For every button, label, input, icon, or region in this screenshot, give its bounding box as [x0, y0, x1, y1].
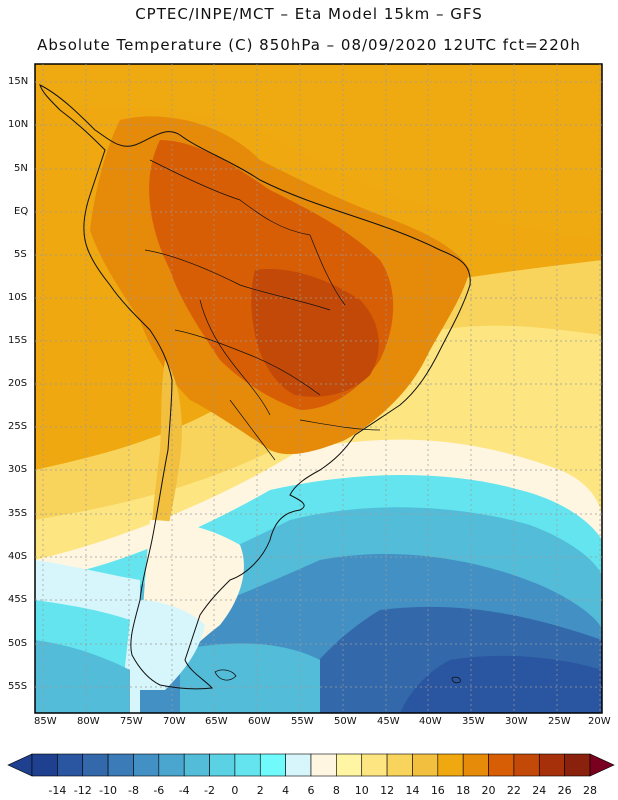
lat-label: 15S — [8, 335, 28, 346]
colorbar-swatch — [183, 753, 210, 777]
lon-label: 85W — [34, 716, 57, 727]
colorbar-swatch — [234, 753, 261, 777]
lon-label: 45W — [377, 716, 400, 727]
colorbar-arrow-high — [589, 753, 615, 777]
colorbar-label: 28 — [583, 784, 597, 797]
colorbar-swatch — [412, 753, 439, 777]
lat-label: EQ — [14, 206, 29, 217]
lat-label: 5S — [14, 249, 27, 260]
colorbar-label: 2 — [257, 784, 264, 797]
temperature-field — [35, 64, 602, 713]
colorbar-label: 10 — [355, 784, 369, 797]
colorbar-label: -6 — [153, 784, 164, 797]
lat-label: 15N — [8, 76, 29, 87]
lat-label: 55S — [8, 681, 28, 692]
colorbar-label: 26 — [558, 784, 572, 797]
colorbar-swatch — [57, 753, 84, 777]
colorbar-label: 16 — [431, 784, 445, 797]
colorbar-label: -8 — [128, 784, 139, 797]
colorbar-swatch — [82, 753, 109, 777]
colorbar-arrow-low — [7, 753, 33, 777]
colorbar-label: 22 — [507, 784, 521, 797]
colorbar-swatch — [285, 753, 312, 777]
lat-label: 10N — [8, 119, 29, 130]
falklands-islands — [214, 669, 237, 681]
south-georgia-island — [451, 676, 461, 684]
lon-label: 80W — [77, 716, 100, 727]
colorbar-label: -4 — [179, 784, 190, 797]
colorbar-swatch — [107, 753, 134, 777]
lon-label: 65W — [205, 716, 228, 727]
graticule — [35, 64, 602, 713]
lon-label: 20W — [588, 716, 611, 727]
lon-label: 60W — [248, 716, 271, 727]
lat-label: 20S — [8, 378, 28, 389]
colorbar-label: 0 — [231, 784, 238, 797]
lon-label: 30W — [505, 716, 528, 727]
colorbar-swatch — [310, 753, 337, 777]
lat-label: 50S — [8, 638, 28, 649]
south-america-coastline — [39, 84, 471, 690]
colorbar-swatch — [209, 753, 236, 777]
colorbar-label: 6 — [308, 784, 315, 797]
lat-label: 10S — [8, 292, 28, 303]
colorbar-swatch — [259, 753, 286, 777]
colorbar-label: 24 — [532, 784, 546, 797]
lon-label: 35W — [462, 716, 485, 727]
colorbar-swatch — [361, 753, 388, 777]
colorbar-swatch — [538, 753, 565, 777]
colorbar-swatch — [133, 753, 160, 777]
colorbar-label: 14 — [405, 784, 419, 797]
title-line-1: CPTEC/INPE/MCT – Eta Model 15km – GFS — [135, 5, 483, 23]
colorbar: -14 -12 -10 -8 -6 -4 -2 0 2 4 6 8 10 12 14 16 18 20 22 24 26… — [7, 753, 615, 797]
colorbar-label: 18 — [456, 784, 470, 797]
map-frame — [34, 63, 603, 714]
lat-label: 40S — [8, 551, 28, 562]
colorbar-swatch — [564, 753, 591, 777]
colorbar-label: -12 — [74, 784, 92, 797]
lat-label: 5N — [14, 163, 28, 174]
colorbar-label: -2 — [204, 784, 215, 797]
lat-label: 35S — [8, 508, 28, 519]
lon-label: 70W — [163, 716, 186, 727]
colorbar-swatch — [386, 753, 413, 777]
colorbar-label: -10 — [99, 784, 117, 797]
colorbar-label: 12 — [380, 784, 394, 797]
lon-label: 55W — [291, 716, 314, 727]
colorbar-swatch — [462, 753, 489, 777]
lon-label: 75W — [120, 716, 143, 727]
lat-label: 45S — [8, 594, 28, 605]
colorbar-label: 8 — [333, 784, 340, 797]
title-line-2: Absolute Temperature (C) 850hPa – 08/09/… — [37, 36, 581, 54]
lon-label: 25W — [548, 716, 571, 727]
lat-label: 30S — [8, 464, 28, 475]
colorbar-label: 4 — [282, 784, 289, 797]
colorbar-swatch — [488, 753, 515, 777]
colorbar-label: -14 — [48, 784, 66, 797]
colorbar-swatch — [31, 753, 58, 777]
lon-label: 40W — [419, 716, 442, 727]
lat-label: 25S — [8, 421, 28, 432]
colorbar-swatch — [437, 753, 464, 777]
country-borders — [144, 159, 381, 461]
colorbar-label: 20 — [482, 784, 496, 797]
colorbar-swatch — [158, 753, 185, 777]
colorbar-swatch — [336, 753, 363, 777]
lon-label: 50W — [334, 716, 357, 727]
colorbar-swatch — [513, 753, 540, 777]
